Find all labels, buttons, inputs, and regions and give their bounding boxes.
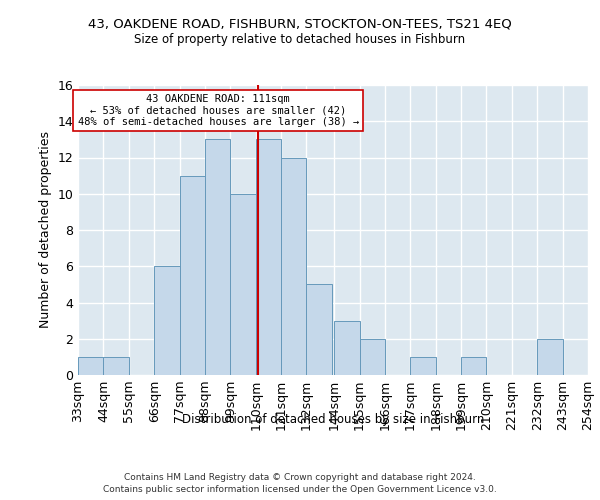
Bar <box>78 357 103 375</box>
Bar <box>205 140 230 375</box>
Bar <box>154 266 179 375</box>
Text: Size of property relative to detached houses in Fishburn: Size of property relative to detached ho… <box>134 32 466 46</box>
Bar <box>103 357 129 375</box>
Text: Contains public sector information licensed under the Open Government Licence v3: Contains public sector information licen… <box>103 485 497 494</box>
Bar <box>230 194 256 375</box>
Bar <box>307 284 332 375</box>
Bar <box>281 158 307 375</box>
Text: Distribution of detached houses by size in Fishburn: Distribution of detached houses by size … <box>182 412 484 426</box>
Bar <box>537 339 563 375</box>
Bar <box>410 357 436 375</box>
Bar <box>359 339 385 375</box>
Text: 43 OAKDENE ROAD: 111sqm
← 53% of detached houses are smaller (42)
48% of semi-de: 43 OAKDENE ROAD: 111sqm ← 53% of detache… <box>77 94 359 127</box>
Bar <box>461 357 487 375</box>
Bar <box>256 140 281 375</box>
Bar <box>334 320 359 375</box>
Text: 43, OAKDENE ROAD, FISHBURN, STOCKTON-ON-TEES, TS21 4EQ: 43, OAKDENE ROAD, FISHBURN, STOCKTON-ON-… <box>88 18 512 30</box>
Text: Contains HM Land Registry data © Crown copyright and database right 2024.: Contains HM Land Registry data © Crown c… <box>124 472 476 482</box>
Bar <box>179 176 205 375</box>
Y-axis label: Number of detached properties: Number of detached properties <box>39 132 52 328</box>
